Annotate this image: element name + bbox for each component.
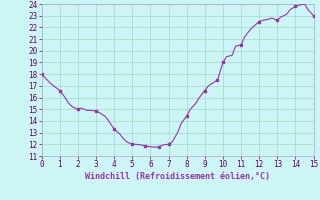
X-axis label: Windchill (Refroidissement éolien,°C): Windchill (Refroidissement éolien,°C) xyxy=(85,172,270,181)
